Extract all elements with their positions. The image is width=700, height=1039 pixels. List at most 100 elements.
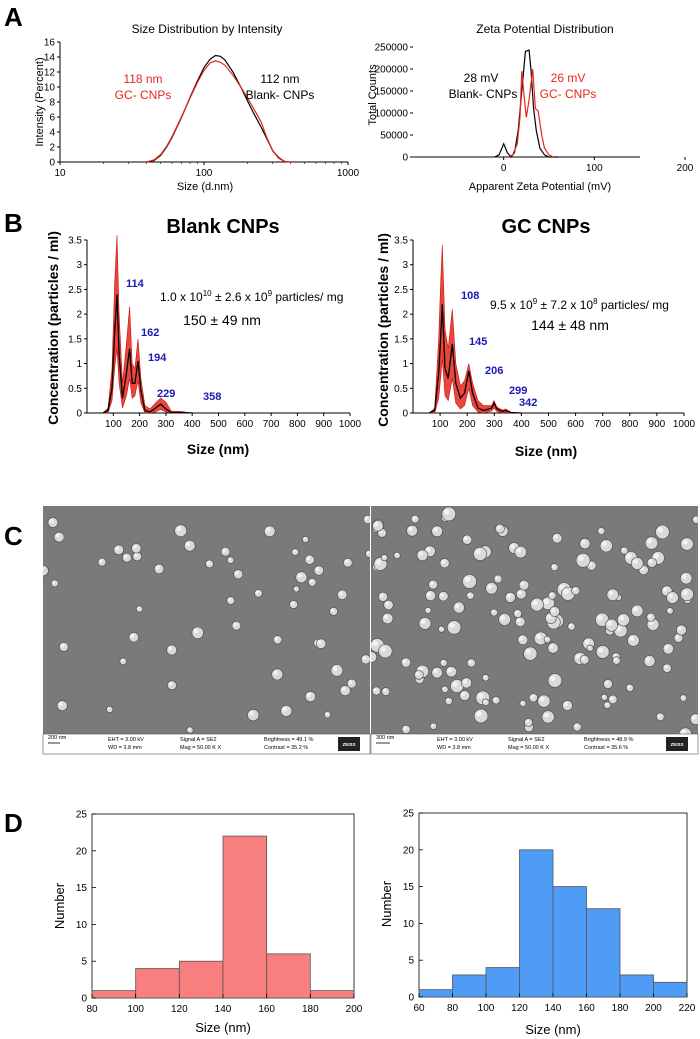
sem-particle [329, 607, 338, 616]
sem-particle-highlight [547, 614, 552, 619]
y-tick-label: 10 [44, 83, 56, 94]
chart-title: GC CNPs [502, 216, 591, 238]
sem-particle [273, 635, 283, 645]
sem-particle-highlight [572, 587, 577, 592]
sem-particle [186, 726, 194, 734]
annotation-blank-size: 112 nm [260, 72, 299, 86]
sem-mag: Mag = 50.00 K X [180, 745, 221, 751]
sem-particle-highlight [440, 592, 444, 597]
sem-particle-highlight [433, 527, 438, 532]
sem-particle-highlight [663, 587, 668, 592]
sem-particle [676, 624, 687, 636]
y-axis-label: Intensity (Percent) [34, 57, 46, 146]
sem-particle-highlight [493, 697, 497, 701]
sem-particle-highlight [385, 601, 389, 606]
sem-particle-highlight [408, 526, 413, 532]
chart-nta-blank: Blank CNPs 0 0.5 1 1.5 2 2.5 3 3.5 100 200 300 400 5… [45, 216, 362, 457]
sem-particle-highlight [476, 711, 482, 717]
sem-particle [579, 537, 591, 550]
x-tick-label: 500 [540, 419, 557, 430]
sem-particle-highlight [629, 636, 635, 642]
histogram-bar [452, 974, 487, 998]
x-tick-label: 120 [171, 1004, 188, 1015]
sem-particle [518, 579, 530, 591]
sem-particle [575, 552, 591, 568]
y-tick-label: 0 [402, 153, 408, 164]
sem-particle-highlight [303, 537, 306, 540]
sem-particle-highlight [551, 564, 555, 568]
y-tick-label: 2.5 [68, 285, 82, 296]
sem-particle [680, 572, 693, 585]
sem-particle [233, 569, 244, 580]
sem-particle [166, 644, 177, 656]
sem-particle [400, 657, 411, 668]
sem-particle-highlight [332, 666, 338, 671]
sem-particle [646, 557, 657, 568]
sem-particle-highlight [52, 580, 56, 584]
sem-particle [548, 591, 557, 600]
sem-particle-highlight [49, 518, 54, 523]
sem-particle-highlight [348, 680, 353, 684]
sem-particle [514, 616, 526, 627]
sem-particle [537, 694, 551, 708]
sem-info-bar [370, 733, 699, 755]
sem-particle-highlight [691, 715, 697, 720]
sem-particle [444, 697, 453, 705]
sem-particle-highlight [461, 692, 466, 696]
sem-particle-highlight [645, 657, 651, 662]
annotation-gc-zeta: 26 mV [551, 71, 586, 85]
x-tick-label: 100 [478, 1003, 495, 1014]
peak-label: 162 [141, 327, 159, 339]
y-tick-label: 0 [408, 993, 414, 1004]
sem-particle-highlight [415, 671, 420, 676]
sem-particle-highlight [525, 719, 529, 723]
x-tick-label: 300 [486, 419, 503, 430]
sem-particle [541, 710, 555, 724]
sem-particle-highlight [681, 695, 684, 699]
sem-particle [43, 565, 49, 577]
sem-particle-highlight [420, 619, 426, 624]
sem-particle-highlight [371, 653, 372, 658]
sem-particle-highlight [123, 554, 128, 559]
sem-particle [466, 591, 475, 600]
sem-particle-highlight [550, 675, 556, 682]
y-tick-label: 5 [408, 956, 414, 967]
sem-particle-highlight [338, 591, 343, 596]
series-line-blank-cnps [494, 49, 559, 158]
x-tick-label: 140 [215, 1004, 232, 1015]
sem-particle [291, 548, 299, 556]
sem-particle-highlight [222, 548, 226, 553]
x-tick-label: 800 [621, 419, 638, 430]
series-mean-line [102, 294, 193, 414]
sem-scale-label: 200 nm [48, 735, 67, 741]
sem-particle [543, 635, 551, 644]
sem-particle-highlight [185, 541, 191, 547]
zeiss-logo [666, 737, 688, 751]
sem-particle [132, 551, 142, 562]
x-tick-label: 900 [315, 419, 332, 430]
sem-particle [56, 700, 68, 712]
chart-title: Size Distribution by Intensity [132, 22, 283, 36]
sem-particle [586, 644, 594, 652]
x-tick-label: 180 [612, 1003, 629, 1014]
sem-particle-highlight [477, 692, 484, 699]
sem-brightness: Brightness = 49.1 % [264, 737, 313, 743]
sem-particle [523, 646, 538, 661]
sem-particle [136, 605, 144, 613]
histogram-bar [586, 908, 621, 998]
sem-particle-highlight [668, 593, 674, 599]
sem-particle-highlight [383, 688, 387, 692]
x-tick-label: 700 [594, 419, 611, 430]
sem-particle-highlight [653, 553, 659, 559]
sem-particle-highlight [362, 656, 367, 660]
sem-particle-highlight [467, 593, 471, 596]
sem-particle [106, 705, 114, 713]
y-tick-label: 8 [49, 98, 55, 109]
sem-particle-highlight [418, 551, 423, 556]
sem-particle [431, 525, 443, 538]
sem-particle [459, 690, 471, 701]
peak-label: 229 [157, 388, 175, 400]
sem-particle [630, 604, 644, 618]
sem-particle-highlight [588, 646, 591, 649]
sem-particle-highlight [626, 553, 632, 559]
